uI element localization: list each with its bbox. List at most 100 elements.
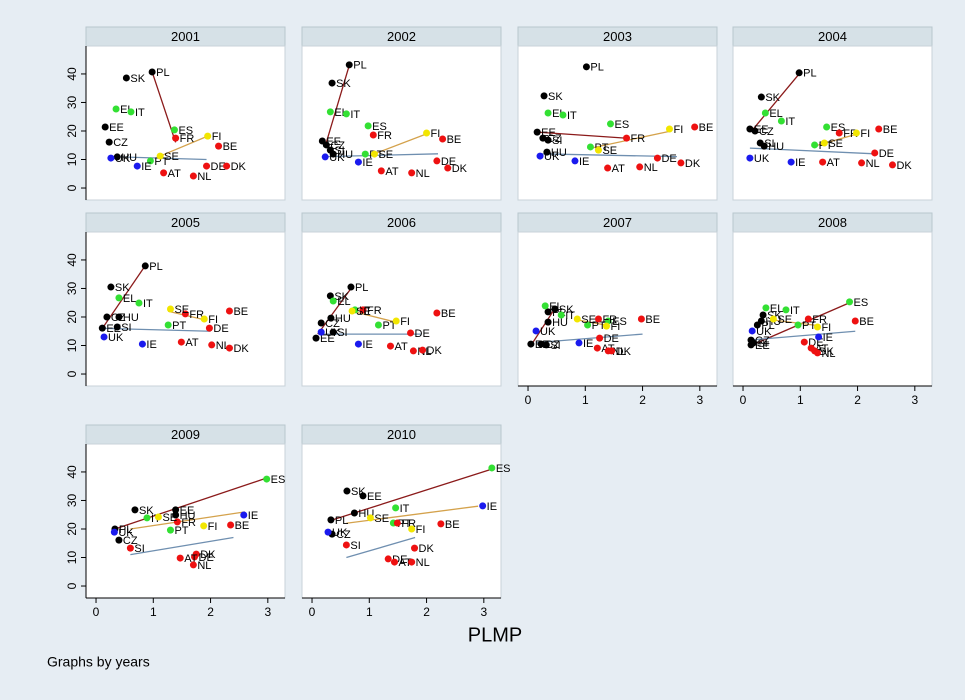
point-label: PT (174, 525, 188, 537)
point-label: FI (610, 321, 620, 333)
point (329, 297, 337, 305)
fit-line (317, 288, 352, 335)
point (408, 558, 416, 566)
point-label: IT (785, 116, 795, 128)
plot-area (517, 231, 718, 387)
point (544, 308, 552, 316)
point-label: UK (329, 152, 345, 164)
point (205, 324, 213, 332)
point (176, 554, 184, 562)
point (177, 338, 185, 346)
point (172, 511, 180, 519)
point (762, 304, 770, 312)
fit-line (537, 131, 626, 139)
point-label: BE (699, 122, 714, 134)
point (327, 516, 335, 524)
point (433, 157, 441, 165)
point-label: IE (141, 161, 151, 173)
point-label: EL (770, 303, 783, 315)
x-tick-label: 2 (854, 393, 861, 407)
point-label: PL (335, 515, 348, 527)
point (326, 108, 334, 116)
point-label: EL (549, 301, 562, 313)
point (322, 141, 330, 149)
point (133, 162, 141, 170)
x-tick-label: 3 (480, 605, 487, 619)
point-label: BE (645, 314, 660, 326)
point (759, 311, 767, 319)
point (542, 341, 550, 349)
point-label: IE (362, 339, 372, 351)
point (677, 159, 685, 167)
plot-area (301, 45, 502, 201)
point-label: FI (860, 128, 870, 140)
point-label: SK (548, 91, 563, 103)
point (748, 327, 756, 335)
point (746, 154, 754, 162)
point (593, 344, 601, 352)
point-label: UK (115, 153, 131, 165)
point-label: CZ (755, 335, 770, 347)
point-label: NL (416, 557, 430, 569)
point-label: SK (139, 505, 154, 517)
point (98, 324, 106, 332)
point-label: EE (326, 136, 341, 148)
point-label: AT (827, 157, 841, 169)
point-label: EL (337, 296, 350, 308)
point (544, 318, 552, 326)
point-label: DE (199, 552, 214, 564)
point-label: SE (581, 314, 596, 326)
point-label: FI (673, 124, 683, 136)
panel-title: 2007 (603, 215, 632, 230)
point (637, 315, 645, 323)
point-label: SI (552, 135, 562, 147)
point (557, 311, 565, 319)
point-label: CZ (325, 318, 340, 330)
point (811, 141, 819, 149)
point-label: SE (602, 145, 617, 157)
point-label: UK (756, 326, 772, 338)
point-label: EE (180, 505, 195, 517)
point (107, 154, 115, 162)
point (408, 169, 416, 177)
point-label: HU (551, 147, 567, 159)
point (804, 315, 812, 323)
point-label: FR (812, 314, 827, 326)
point-label: FI (212, 131, 222, 143)
point-label: PL (590, 62, 603, 74)
point (359, 492, 367, 500)
point (227, 521, 235, 529)
point (131, 506, 139, 514)
point (419, 346, 427, 354)
point-label: ES (372, 121, 387, 133)
point (200, 522, 208, 530)
point-label: IE (823, 332, 833, 344)
point (751, 127, 759, 135)
panel-title: 2004 (818, 29, 847, 44)
point-label: AT (385, 166, 399, 178)
point (757, 93, 765, 101)
point (544, 109, 552, 117)
point-label: EE (320, 333, 335, 345)
point-label: DE (604, 333, 619, 345)
point (377, 167, 385, 175)
point-label: PL (803, 68, 816, 80)
point-label: IE (795, 157, 805, 169)
point-label: DK (200, 549, 216, 561)
y-tick-label: 40 (65, 67, 79, 81)
point (409, 347, 417, 355)
point-label: BE (223, 141, 238, 153)
note: Graphs by years (47, 654, 150, 670)
point (823, 123, 831, 131)
point (113, 323, 121, 331)
point (312, 334, 320, 342)
point (820, 139, 828, 147)
x-tick-label: 0 (309, 605, 316, 619)
point-label: PL (149, 261, 162, 273)
y-tick-label: 20 (65, 522, 79, 536)
point (181, 310, 189, 318)
point-label: UK (544, 151, 560, 163)
x-tick-label: 2 (639, 393, 646, 407)
point (573, 315, 581, 323)
point-label: UK (118, 527, 134, 539)
